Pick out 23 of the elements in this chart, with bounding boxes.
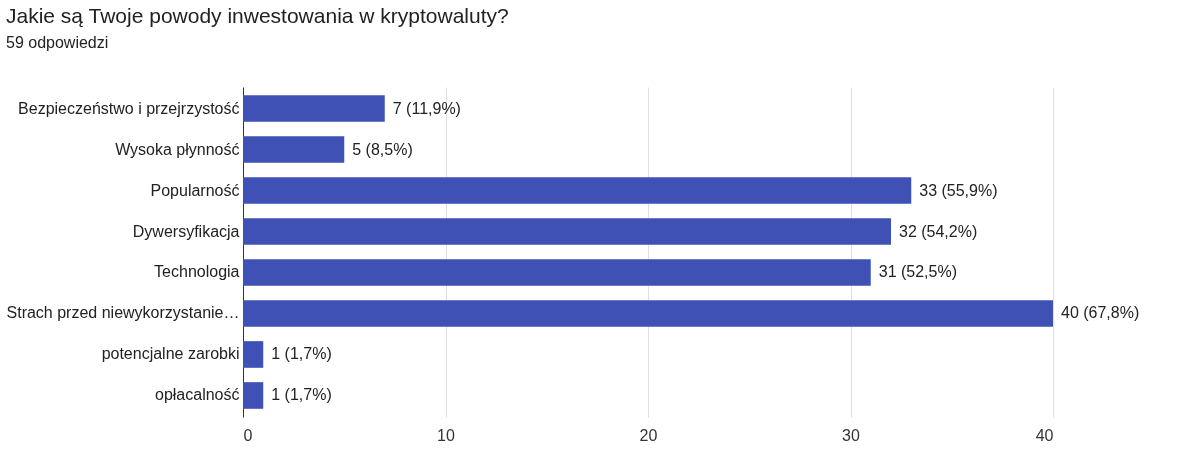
x-tick-label: 0 <box>243 426 253 444</box>
x-tick-label: 20 <box>639 426 658 444</box>
x-tick-label: 30 <box>842 426 860 444</box>
y-tick-label: Wysoka płynność <box>115 140 240 158</box>
y-tick-label: Strach przed niewykorzystanie… <box>6 304 240 322</box>
y-tick-label: Technologia <box>154 263 240 281</box>
y-tick-label: Popularność <box>150 181 240 199</box>
data-label: 40 (67,8%) <box>1061 304 1140 322</box>
x-tick-label: 40 <box>1035 426 1054 444</box>
data-label: 5 (8,5%) <box>352 140 413 158</box>
data-label: 1 (1,7%) <box>271 345 332 363</box>
data-label: 31 (52,5%) <box>878 263 958 281</box>
data-label: 33 (55,9%) <box>919 181 998 199</box>
data-label: 32 (54,2%) <box>899 222 978 240</box>
y-tick-label: potencjalne zarobki <box>101 345 240 363</box>
text: 59 odpowiedzi <box>6 34 109 51</box>
x-tick-label: 10 <box>437 426 455 444</box>
chart-title: Jakie są Twoje powody inwestowania w kryptowaluty? <box>6 4 509 27</box>
data-label: 7 (11,9%) <box>392 99 461 117</box>
y-tick-label: Bezpieczeństwo i przejrzystość <box>18 99 240 117</box>
data-label: 1 (1,7%) <box>271 386 332 404</box>
y-tick-label: opłacalność <box>155 386 240 404</box>
y-tick-label: Dywersyfikacja <box>132 222 240 240</box>
